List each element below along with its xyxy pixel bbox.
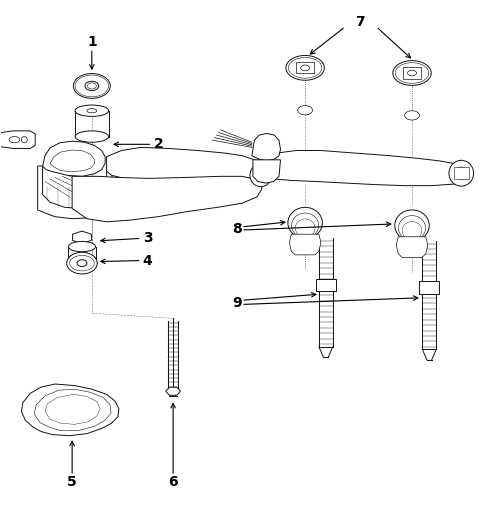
Bar: [454, 167, 469, 179]
Polygon shape: [0, 131, 35, 149]
Ellipse shape: [286, 55, 325, 80]
Text: 3: 3: [143, 232, 152, 246]
Polygon shape: [396, 237, 428, 257]
Ellipse shape: [73, 74, 110, 98]
Ellipse shape: [87, 83, 96, 89]
Ellipse shape: [393, 61, 431, 85]
Ellipse shape: [301, 65, 310, 70]
Ellipse shape: [405, 111, 419, 120]
Polygon shape: [73, 231, 91, 243]
Bar: [296, 62, 314, 74]
Circle shape: [255, 169, 267, 181]
Text: 8: 8: [232, 222, 242, 236]
Polygon shape: [253, 160, 281, 183]
Polygon shape: [289, 234, 321, 255]
Ellipse shape: [408, 70, 416, 76]
Ellipse shape: [77, 260, 87, 266]
Polygon shape: [165, 387, 180, 395]
Ellipse shape: [69, 254, 95, 264]
Text: 2: 2: [154, 137, 163, 151]
Circle shape: [455, 167, 467, 179]
Bar: [316, 279, 335, 291]
Text: 6: 6: [168, 475, 178, 489]
Ellipse shape: [87, 109, 97, 113]
Text: 7: 7: [356, 16, 365, 30]
Text: 5: 5: [67, 475, 77, 489]
Ellipse shape: [75, 105, 109, 117]
Polygon shape: [72, 176, 262, 222]
Ellipse shape: [395, 210, 429, 241]
Polygon shape: [21, 384, 119, 436]
Bar: [403, 67, 421, 79]
Circle shape: [250, 164, 272, 186]
Ellipse shape: [75, 131, 109, 142]
Text: 9: 9: [233, 296, 242, 310]
Ellipse shape: [85, 81, 99, 91]
Polygon shape: [262, 151, 469, 185]
Ellipse shape: [9, 137, 20, 143]
Ellipse shape: [67, 252, 97, 274]
Polygon shape: [42, 141, 105, 176]
Polygon shape: [107, 148, 264, 184]
Ellipse shape: [288, 207, 323, 238]
Circle shape: [21, 137, 27, 143]
Text: 1: 1: [87, 35, 97, 49]
Ellipse shape: [69, 241, 95, 252]
Polygon shape: [252, 134, 281, 161]
Polygon shape: [38, 166, 113, 219]
Ellipse shape: [298, 106, 313, 115]
Text: 4: 4: [143, 253, 152, 268]
Bar: [419, 281, 439, 294]
Circle shape: [449, 161, 474, 186]
